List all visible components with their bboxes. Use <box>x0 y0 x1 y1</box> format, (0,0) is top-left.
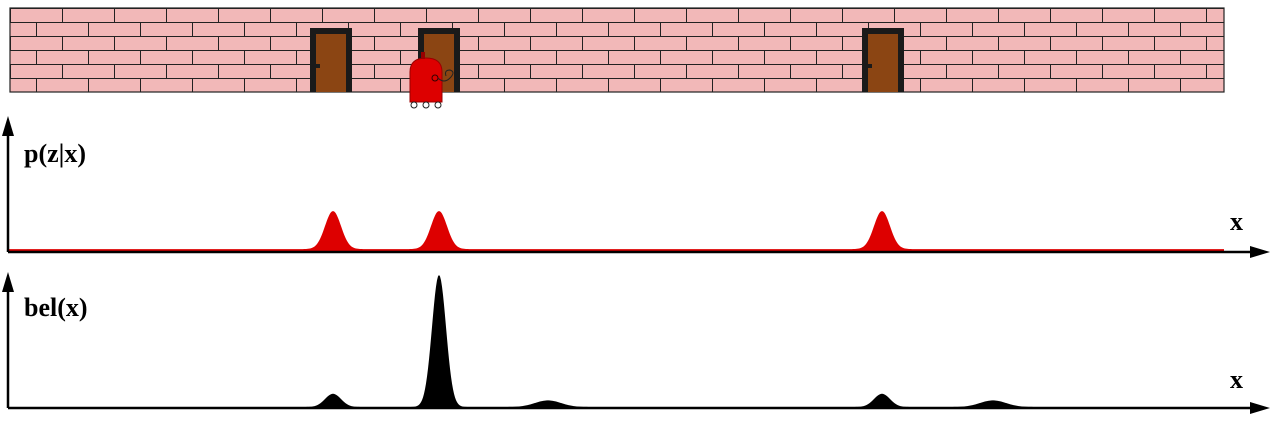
door-handle <box>866 64 872 68</box>
robot-wheel <box>434 101 442 109</box>
x-axis-arrow-icon <box>1250 402 1270 414</box>
measurement-likelihood-curve <box>8 211 1224 251</box>
belief-curve <box>8 275 1224 407</box>
y-axis-arrow-icon <box>2 272 14 292</box>
brick-wall <box>9 7 1225 93</box>
door-3 <box>862 28 904 92</box>
measurement-plot: p(z|x) x <box>2 116 1270 258</box>
measurement-y-label: p(z|x) <box>24 139 86 168</box>
belief-x-label: x <box>1230 365 1243 394</box>
door-handle <box>314 64 320 68</box>
y-axis-arrow-icon <box>2 116 14 136</box>
robot-arm <box>437 69 454 82</box>
robot-wheel <box>422 101 430 109</box>
belief-y-label: bel(x) <box>24 293 88 322</box>
x-axis-arrow-icon <box>1250 246 1270 258</box>
robot-antenna <box>421 52 425 59</box>
robot <box>409 52 454 109</box>
belief-plot: bel(x) x <box>2 272 1270 414</box>
measurement-x-label: x <box>1230 207 1243 236</box>
robot-wheel <box>410 101 418 109</box>
door-1 <box>310 28 352 92</box>
